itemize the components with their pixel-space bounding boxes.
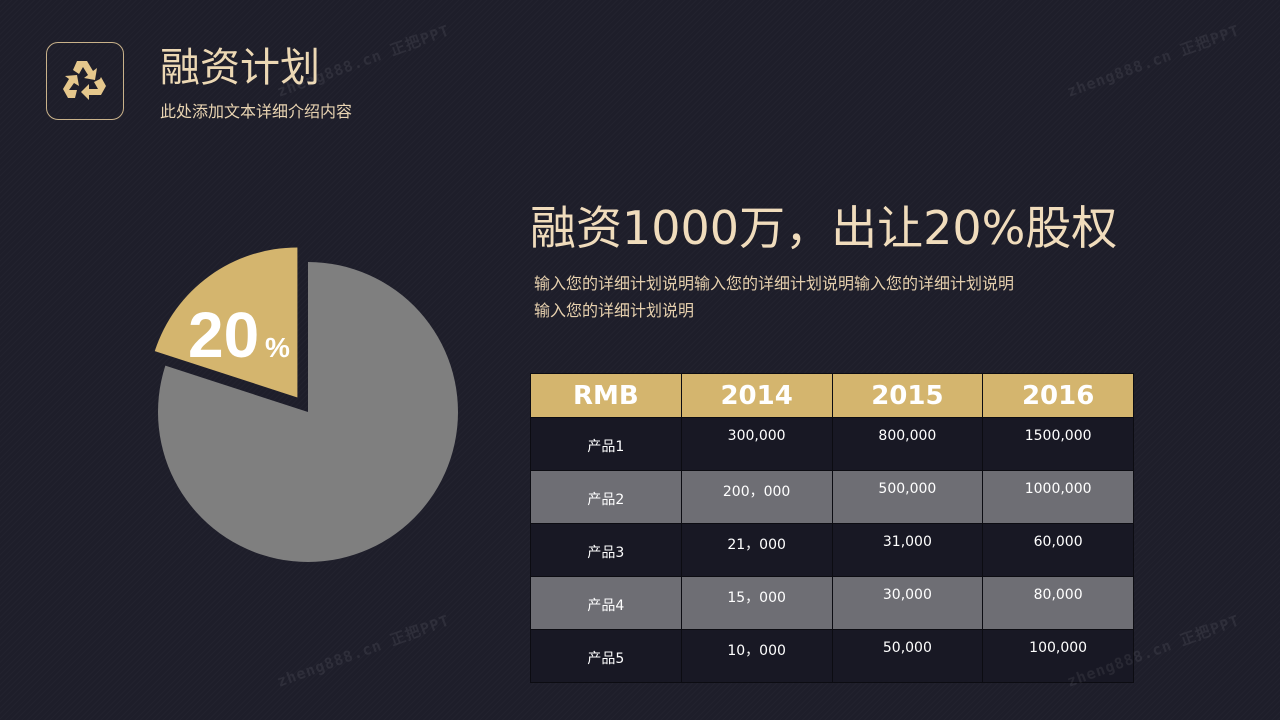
table-cell: 800,000 <box>831 417 984 471</box>
table-cell: 300,000 <box>680 417 833 471</box>
recycle-icon <box>63 61 106 100</box>
table-row: 产品2 200，000 500,000 1000,000 <box>530 470 1134 524</box>
financing-table: RMB 2014 2015 2016 产品1 300,000 800,000 1… <box>530 373 1134 683</box>
header-2014: 2014 <box>680 373 833 418</box>
table-cell: 30,000 <box>831 576 984 630</box>
table-cell: 产品4 <box>530 576 682 630</box>
pie-slice-1 <box>154 247 298 398</box>
page-title: 融资计划 <box>160 45 320 91</box>
table-cell: 80,000 <box>982 576 1134 630</box>
table-cell: 产品2 <box>530 470 682 524</box>
table-cell: 10，000 <box>680 629 833 683</box>
pie-chart: 20 % <box>154 247 458 562</box>
table-cell: 500,000 <box>831 470 984 524</box>
table-row: 产品4 15，000 30,000 80,000 <box>530 576 1134 630</box>
table-cell: 产品5 <box>530 629 682 683</box>
table-row: 产品3 21，000 31,000 60,000 <box>530 523 1134 577</box>
pie-slice-2 <box>157 262 458 562</box>
description-line-1: 输入您的详细计划说明输入您的详细计划说明输入您的详细计划说明 <box>534 274 1015 293</box>
headline: 融资1000万，出让20%股权 <box>530 201 1118 255</box>
table-header-row: RMB 2014 2015 2016 <box>530 373 1134 418</box>
table-row: 产品5 10，000 50,000 100,000 <box>530 629 1134 683</box>
table-cell: 1000,000 <box>982 470 1134 524</box>
table-cell: 产品1 <box>530 417 682 471</box>
table-cell: 100,000 <box>982 629 1134 683</box>
description-line-2: 输入您的详细计划说明 <box>534 301 695 320</box>
watermark: zheng888.cn 正把PPT <box>1064 21 1243 101</box>
watermark: zheng888.cn 正把PPT <box>274 611 453 691</box>
header-rmb: RMB <box>530 373 682 418</box>
pie-slice-label-number: 20 <box>188 299 259 371</box>
table-cell: 21，000 <box>680 523 833 577</box>
header-2015: 2015 <box>831 373 984 418</box>
pie-slice-label-unit: % <box>265 332 290 363</box>
page-subtitle: 此处添加文本详细介绍内容 <box>160 102 353 121</box>
table-cell: 31,000 <box>831 523 984 577</box>
table-cell: 产品3 <box>530 523 682 577</box>
table-cell: 15，000 <box>680 576 833 630</box>
header-2016: 2016 <box>982 373 1134 418</box>
logo <box>46 42 124 120</box>
table-cell: 60,000 <box>982 523 1134 577</box>
table-row: 产品1 300,000 800,000 1500,000 <box>530 417 1134 471</box>
table-cell: 50,000 <box>831 629 984 683</box>
table-cell: 200，000 <box>680 470 833 524</box>
table-cell: 1500,000 <box>982 417 1134 471</box>
